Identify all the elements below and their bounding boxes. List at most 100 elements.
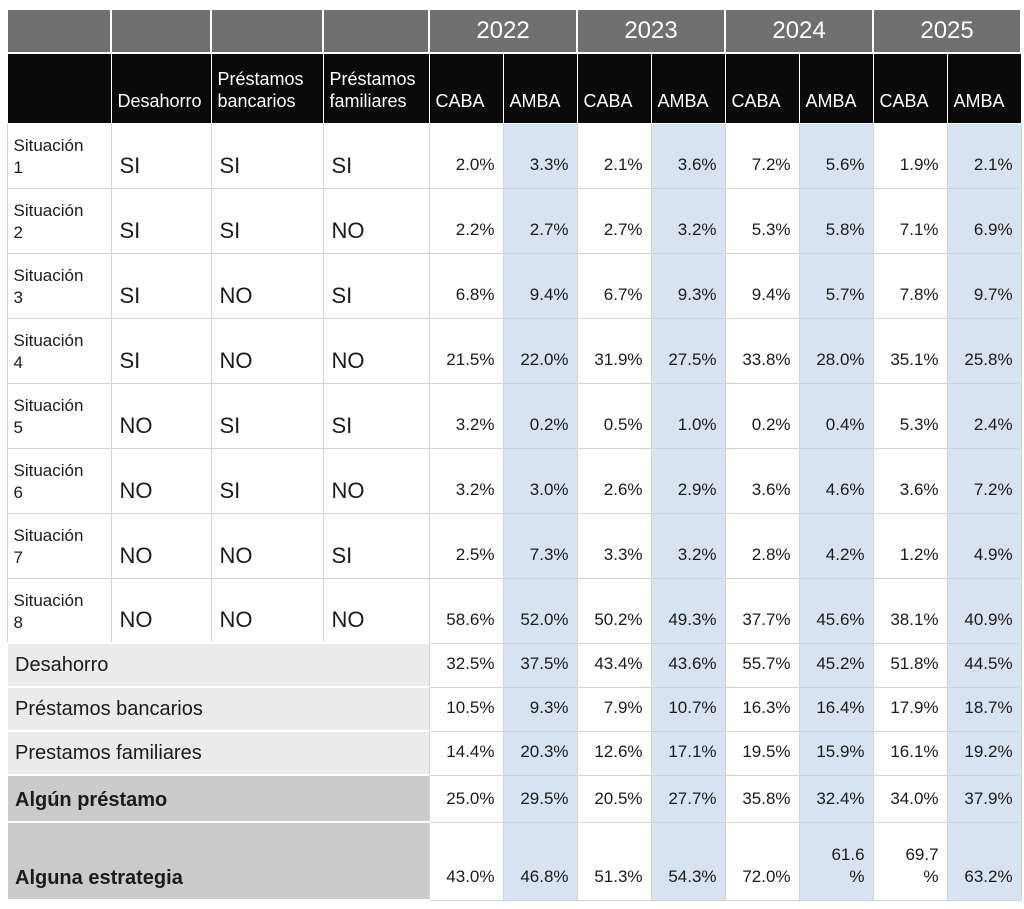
value-2025-amba: 2.4% bbox=[946, 382, 1022, 449]
value-2025-amba: 63.2% bbox=[946, 821, 1022, 901]
header-2022-caba: CABA bbox=[428, 52, 504, 124]
flag-prestamos-bancarios: SI bbox=[210, 382, 324, 449]
flag-prestamos-familiares: NO bbox=[322, 317, 430, 384]
value-2023-amba: 3.6% bbox=[650, 122, 726, 189]
value-2024-caba: 2.8% bbox=[724, 512, 800, 579]
value-2022-caba: 58.6% bbox=[428, 577, 504, 644]
header-2024-caba: CABA bbox=[724, 52, 800, 124]
value-2023-caba: 6.7% bbox=[576, 252, 652, 319]
value-2023-caba: 3.3% bbox=[576, 512, 652, 579]
value-2025-amba: 4.9% bbox=[946, 512, 1022, 579]
value-2025-amba: 9.7% bbox=[946, 252, 1022, 319]
value-2022-amba: 9.4% bbox=[502, 252, 578, 319]
value-2023-amba: 17.1% bbox=[650, 730, 726, 776]
value-2024-caba: 3.6% bbox=[724, 447, 800, 514]
flag-prestamos-bancarios: NO bbox=[210, 317, 324, 384]
value-2022-amba: 9.3% bbox=[502, 686, 578, 732]
value-2024-amba: 15.9% bbox=[798, 730, 874, 776]
value-2024-caba: 5.3% bbox=[724, 187, 800, 254]
value-2022-amba: 52.0% bbox=[502, 577, 578, 644]
value-2023-caba: 12.6% bbox=[576, 730, 652, 776]
value-2022-caba: 43.0% bbox=[428, 821, 504, 901]
value-2024-caba: 72.0% bbox=[724, 821, 800, 901]
flag-desahorro: NO bbox=[110, 382, 212, 449]
value-2025-caba: 16.1% bbox=[872, 730, 948, 776]
value-2024-amba: 4.6% bbox=[798, 447, 874, 514]
value-2023-caba: 0.5% bbox=[576, 382, 652, 449]
table-row-situacion-4: Situación 4 SI NO NO 21.5% 22.0% 31.9% 2… bbox=[6, 317, 1022, 384]
situation-label: Situación 3 bbox=[6, 252, 112, 319]
value-2024-amba: 16.4% bbox=[798, 686, 874, 732]
value-2025-caba: 5.3% bbox=[872, 382, 948, 449]
flag-prestamos-bancarios: SI bbox=[210, 187, 324, 254]
value-2024-amba: 5.8% bbox=[798, 187, 874, 254]
flag-desahorro: SI bbox=[110, 187, 212, 254]
value-2024-amba: 32.4% bbox=[798, 774, 874, 823]
value-2024-caba: 19.5% bbox=[724, 730, 800, 776]
spacer-cell bbox=[110, 8, 212, 54]
value-2022-amba: 20.3% bbox=[502, 730, 578, 776]
value-2024-caba: 7.2% bbox=[724, 122, 800, 189]
value-2024-amba: 45.6% bbox=[798, 577, 874, 644]
summary-label: Desahorro bbox=[6, 642, 430, 688]
summary-row-prestamos-familiares: Prestamos familiares 14.4% 20.3% 12.6% 1… bbox=[6, 730, 1022, 776]
value-2023-caba: 43.4% bbox=[576, 642, 652, 688]
situation-label: Situación 1 bbox=[6, 122, 112, 189]
flag-prestamos-bancarios: SI bbox=[210, 447, 324, 514]
value-2022-amba: 0.2% bbox=[502, 382, 578, 449]
table-row-situacion-1: Situación 1 SI SI SI 2.0% 3.3% 2.1% 3.6%… bbox=[6, 122, 1022, 189]
flag-prestamos-familiares: SI bbox=[322, 122, 430, 189]
situation-label: Situación 6 bbox=[6, 447, 112, 514]
header-2023-amba: AMBA bbox=[650, 52, 726, 124]
summary-row-desahorro: Desahorro 32.5% 37.5% 43.4% 43.6% 55.7% … bbox=[6, 642, 1022, 688]
value-2024-caba: 33.8% bbox=[724, 317, 800, 384]
value-2024-caba: 37.7% bbox=[724, 577, 800, 644]
value-2025-caba: 51.8% bbox=[872, 642, 948, 688]
situation-label: Situación 7 bbox=[6, 512, 112, 579]
value-2023-caba: 20.5% bbox=[576, 774, 652, 823]
value-2023-amba: 54.3% bbox=[650, 821, 726, 901]
value-2022-amba: 3.0% bbox=[502, 447, 578, 514]
value-2024-caba: 16.3% bbox=[724, 686, 800, 732]
value-2025-caba: 35.1% bbox=[872, 317, 948, 384]
header-prestamos-bancarios: Préstamos bancarios bbox=[210, 52, 324, 124]
header-2024-amba: AMBA bbox=[798, 52, 874, 124]
value-2025-caba: 1.2% bbox=[872, 512, 948, 579]
value-2025-amba: 25.8% bbox=[946, 317, 1022, 384]
value-2022-caba: 6.8% bbox=[428, 252, 504, 319]
flag-desahorro: SI bbox=[110, 317, 212, 384]
value-2022-amba: 22.0% bbox=[502, 317, 578, 384]
year-header-2022: 2022 bbox=[427, 8, 579, 54]
value-2022-caba: 3.2% bbox=[428, 447, 504, 514]
flag-prestamos-bancarios: NO bbox=[210, 577, 324, 644]
value-2024-amba: 5.6% bbox=[798, 122, 874, 189]
spacer-cell bbox=[6, 8, 112, 54]
value-2025-caba: 17.9% bbox=[872, 686, 948, 732]
value-2025-amba: 19.2% bbox=[946, 730, 1022, 776]
spacer-cell bbox=[322, 8, 430, 54]
value-2024-amba: 61.6 % bbox=[798, 821, 874, 901]
situation-label: Situación 4 bbox=[6, 317, 112, 384]
year-header-2023: 2023 bbox=[576, 8, 727, 54]
value-2022-caba: 10.5% bbox=[428, 686, 504, 732]
flag-prestamos-familiares: SI bbox=[322, 512, 430, 579]
value-2025-amba: 40.9% bbox=[946, 577, 1022, 644]
value-2023-caba: 2.6% bbox=[576, 447, 652, 514]
year-header-2024: 2024 bbox=[724, 8, 875, 54]
value-2024-caba: 0.2% bbox=[724, 382, 800, 449]
flag-desahorro: SI bbox=[110, 252, 212, 319]
value-2025-amba: 2.1% bbox=[946, 122, 1022, 189]
flag-prestamos-familiares: NO bbox=[322, 187, 430, 254]
corner-cell bbox=[6, 52, 112, 124]
column-header-row: Desahorro Préstamos bancarios Préstamos … bbox=[6, 52, 1022, 124]
spacer-cell bbox=[210, 8, 324, 54]
value-2025-amba: 6.9% bbox=[946, 187, 1022, 254]
header-2022-amba: AMBA bbox=[502, 52, 578, 124]
summary-label: Préstamos bancarios bbox=[6, 686, 430, 732]
flag-prestamos-familiares: NO bbox=[322, 577, 430, 644]
value-2022-amba: 46.8% bbox=[502, 821, 578, 901]
value-2023-amba: 1.0% bbox=[650, 382, 726, 449]
header-2025-amba: AMBA bbox=[946, 52, 1022, 124]
value-2022-amba: 37.5% bbox=[502, 642, 578, 688]
